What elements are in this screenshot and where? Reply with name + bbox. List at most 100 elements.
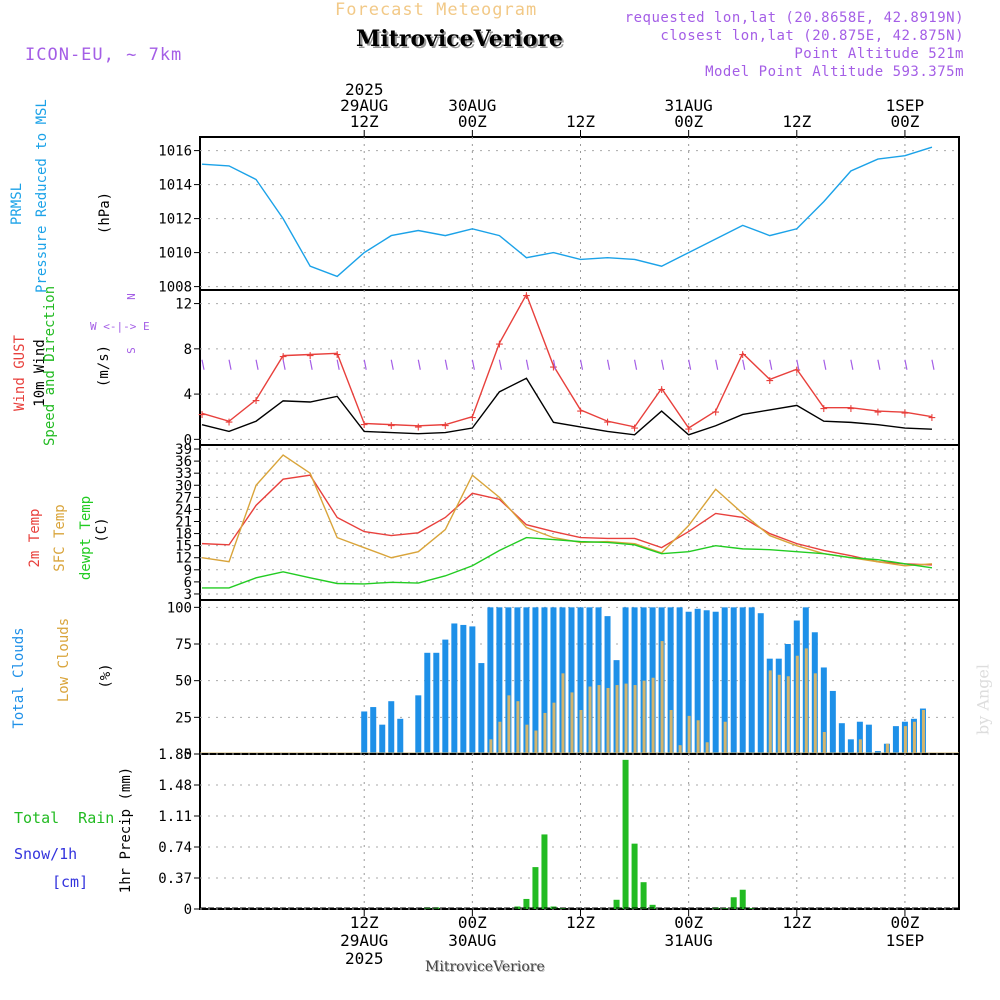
temperature-ytick-label: 39	[175, 442, 192, 458]
clouds-ytick-label: 0	[184, 747, 192, 763]
clouds-bar-low-clouds	[678, 745, 682, 754]
gust-point: +	[847, 402, 855, 417]
clouds-bar-total-clouds	[856, 721, 863, 754]
gust-point: +	[739, 347, 747, 362]
gust-point: +	[766, 373, 774, 388]
wind-direction-arrow	[552, 359, 557, 370]
temperature-ytick-label: 24	[175, 502, 192, 518]
clouds-bar-total-clouds	[604, 616, 611, 754]
clouds-bar-total-clouds	[379, 724, 386, 754]
clouds-bar-total-clouds	[721, 607, 728, 754]
wind-direction-arrow	[769, 359, 773, 370]
clouds-bar-total-clouds	[577, 607, 584, 754]
gust-point: +	[874, 405, 882, 420]
bottom-axis-label: 31AUG	[665, 931, 713, 950]
temperature-frame	[199, 444, 960, 601]
gust-point: +	[523, 289, 531, 304]
precip-bar-total-rain	[739, 889, 746, 909]
clouds-bar-total-clouds	[712, 611, 719, 754]
top-axis-label: 12Z	[782, 112, 811, 131]
clouds-bar-total-clouds	[496, 607, 503, 754]
gust-point: +	[685, 422, 693, 437]
top-axis-label: 31AUG	[665, 96, 713, 115]
gust-point: +	[225, 415, 233, 430]
clouds-ytick-label: 25	[175, 710, 192, 726]
clouds-bar-total-clouds	[514, 607, 521, 754]
clouds-bar-low-clouds	[813, 673, 817, 754]
clouds-ytick-label: 50	[175, 674, 192, 690]
gust-point: +	[252, 394, 260, 409]
wind-direction-arrow	[931, 359, 935, 370]
clouds-bar-low-clouds	[777, 674, 781, 754]
bottom-axis-label: 00Z	[674, 913, 703, 932]
clouds-bar-low-clouds	[498, 721, 502, 754]
gust-point: +	[387, 419, 395, 434]
clouds-bar-total-clouds	[451, 623, 458, 754]
clouds-bar-low-clouds	[669, 710, 673, 754]
wind-compass: N W <-|-> E S	[90, 290, 180, 360]
gust-point: +	[441, 419, 449, 434]
clouds-bar-low-clouds	[795, 655, 799, 754]
point-altitude: Point Altitude 521m	[794, 46, 964, 62]
clouds-bar-total-clouds	[739, 607, 746, 754]
clouds-bar-low-clouds	[822, 732, 826, 754]
clouds-bar-low-clouds	[651, 677, 655, 754]
model-label: ICON-EU, ~ 7km	[25, 45, 183, 65]
clouds-bar-total-clouds	[361, 711, 368, 754]
wind-ytick-label: 4	[184, 387, 192, 403]
temperature-ytick-label: 27	[175, 490, 192, 506]
wind-direction-arrow	[796, 359, 800, 370]
clouds-bar-low-clouds	[768, 670, 772, 754]
precip-bar-total-rain	[730, 897, 737, 909]
clouds-bar-low-clouds	[705, 742, 709, 754]
clouds-bar-low-clouds	[903, 726, 907, 754]
clouds-bar-total-clouds	[568, 607, 575, 754]
clouds-bar-low-clouds	[507, 695, 511, 754]
page-title: MitroviceVeriore	[356, 26, 563, 52]
temperature-ytick-label: 36	[175, 454, 192, 470]
precip-ytick-label: 1.11	[158, 809, 192, 825]
wind-direction-arrow	[201, 359, 205, 370]
precip-bar-total-rain	[622, 759, 629, 909]
wind-direction-arrow	[633, 359, 638, 370]
clouds-bar-total-clouds	[478, 663, 485, 754]
clouds-bar-total-clouds	[523, 607, 530, 754]
temperature-ytick-label: 21	[175, 514, 192, 530]
clouds-bar-low-clouds	[858, 739, 862, 754]
clouds-bar-total-clouds	[820, 667, 827, 754]
clouds-bar-total-clouds	[541, 607, 548, 754]
gust-point: +	[198, 407, 206, 422]
temperature-series-2m-temp	[201, 474, 932, 566]
temperature-ytick-label: 33	[175, 466, 192, 482]
clouds-bar-total-clouds	[397, 718, 404, 754]
wind-direction-arrow	[282, 359, 286, 370]
gust-point: +	[901, 406, 909, 421]
clouds-bar-low-clouds	[885, 743, 889, 754]
clouds-bar-total-clouds	[667, 607, 674, 754]
bottom-axis-label: 12Z	[782, 913, 811, 932]
wind-direction-arrow	[336, 359, 340, 370]
wind-direction-arrow	[688, 359, 692, 370]
gust-point: +	[468, 411, 476, 426]
wind-ytick-label: 12	[175, 297, 192, 313]
precip-ytick-label: 0.37	[158, 871, 192, 887]
clouds-bar-total-clouds	[550, 607, 557, 754]
top-axis-label: 00Z	[674, 112, 703, 131]
bottom-axis-label: 00Z	[890, 913, 919, 932]
clouds-bar-total-clouds	[703, 610, 710, 754]
clouds-bar-low-clouds	[804, 648, 808, 754]
wind-direction-arrow	[904, 359, 908, 370]
clouds-ytick-label: 100	[167, 600, 192, 616]
bottom-axis-label: 29AUG	[340, 931, 388, 950]
snow-unit-label: [cm]	[52, 873, 89, 891]
bottom-axis-label: 12Z	[350, 913, 379, 932]
top-axis-label: 00Z	[458, 112, 487, 131]
bottom-axis-label: 2025	[345, 949, 384, 968]
precip-bar-total-rain	[613, 899, 620, 909]
bottom-axis-label: 00Z	[458, 913, 487, 932]
temperature-ytick-label: 15	[175, 539, 192, 555]
wind-direction-arrow	[823, 359, 827, 370]
gust-point: +	[820, 402, 828, 417]
subtitle: Forecast Meteogram	[335, 0, 538, 20]
